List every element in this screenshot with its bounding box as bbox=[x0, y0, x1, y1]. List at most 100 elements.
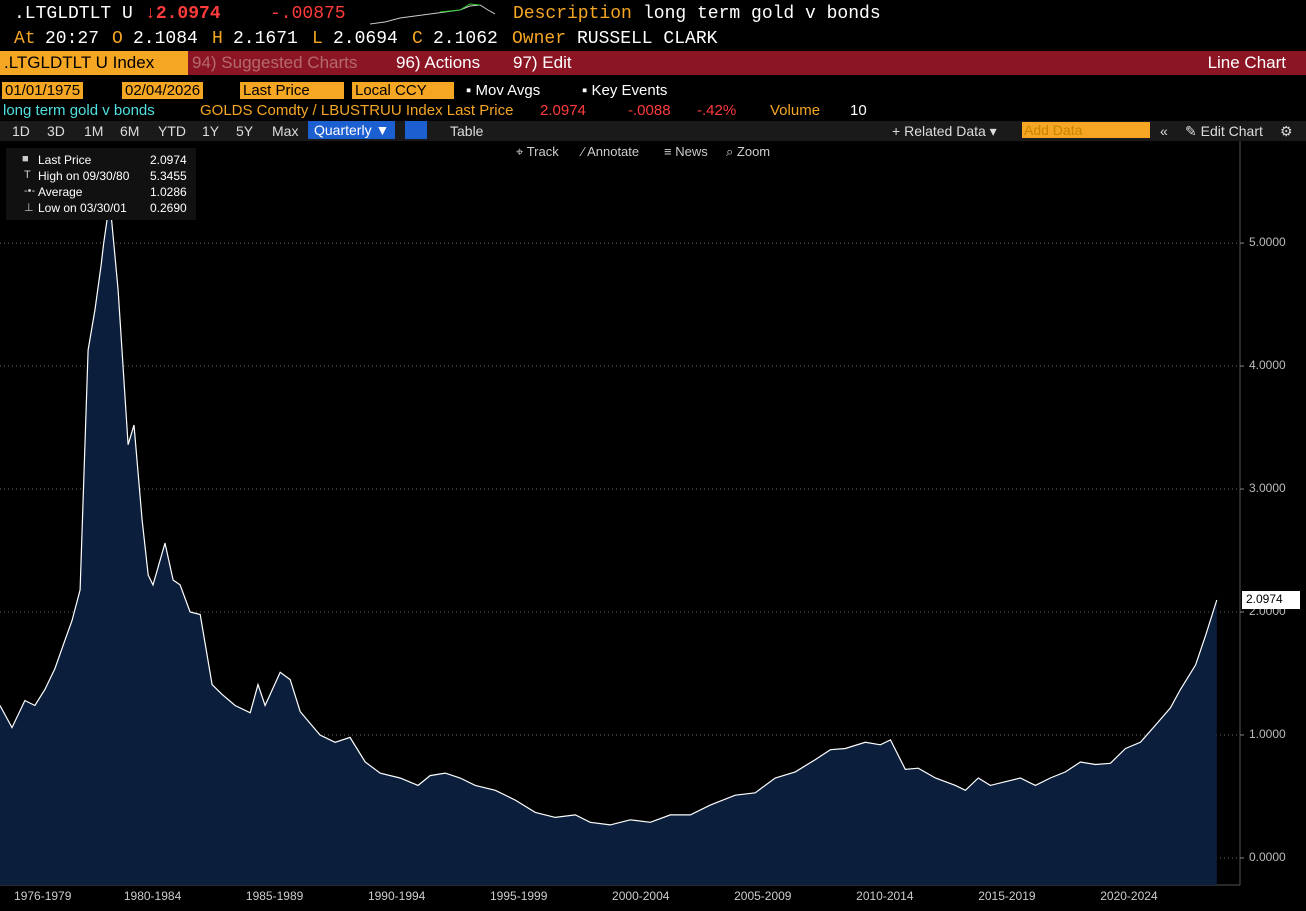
line-icon[interactable] bbox=[405, 121, 427, 139]
field-select[interactable]: Last Price bbox=[240, 82, 344, 99]
last-price: ↓2.0974 bbox=[145, 4, 221, 24]
menu-bar: .LTGLDTLT U Index 94) Suggested Charts 9… bbox=[0, 51, 1306, 75]
chart: 0.00001.00002.00003.00004.00005.00001976… bbox=[0, 141, 1300, 903]
legend-label: Average bbox=[38, 185, 83, 199]
period-button[interactable]: 5Y bbox=[236, 123, 254, 139]
last-price-value: 2.0974 bbox=[155, 4, 221, 24]
low: 2.0694 bbox=[333, 29, 398, 49]
last-price-tag-label: 2.0974 bbox=[1246, 592, 1283, 606]
mov-avgs-label: Mov Avgs bbox=[475, 82, 541, 99]
y-tick-label: 5.0000 bbox=[1249, 235, 1286, 249]
mov-avgs[interactable]: ▪ Mov Avgs bbox=[466, 82, 541, 99]
period-button[interactable]: YTD bbox=[158, 123, 186, 139]
info-change: -.0088 bbox=[628, 102, 671, 119]
owner: RUSSELL CLARK bbox=[577, 29, 718, 49]
table-button[interactable]: Table bbox=[450, 123, 484, 139]
related-data[interactable]: + Related Data ▾ bbox=[892, 123, 997, 139]
legend-label: Last Price bbox=[38, 153, 92, 167]
series-name: long term gold v bonds bbox=[3, 102, 155, 119]
legend-box bbox=[6, 148, 196, 220]
tool-button[interactable]: ⌖ Track bbox=[516, 144, 559, 159]
x-tick-label: 1995-1999 bbox=[490, 889, 548, 903]
desc-label: Description bbox=[513, 4, 632, 24]
period-button[interactable]: Max bbox=[272, 123, 299, 139]
info-pct: -.42% bbox=[697, 102, 737, 119]
legend-value: 5.3455 bbox=[150, 169, 187, 183]
y-tick-label: 3.0000 bbox=[1249, 481, 1286, 495]
x-tick-label: 2000-2004 bbox=[612, 889, 670, 903]
legend-symbol: ⊥ bbox=[24, 202, 34, 214]
close: 2.1062 bbox=[433, 29, 498, 49]
y-tick-label: 4.0000 bbox=[1249, 358, 1286, 372]
suggested-menu[interactable]: 94) Suggested Charts bbox=[192, 53, 358, 72]
edit-chart[interactable]: ✎ Edit Chart bbox=[1185, 123, 1263, 139]
legend-symbol: -•- bbox=[24, 185, 36, 197]
sparkline bbox=[370, 3, 495, 25]
line bbox=[0, 200, 1218, 826]
period-button[interactable]: 1M bbox=[84, 123, 104, 139]
series-expr: GOLDS Comdty / LBUSTRUU Index Last Price bbox=[200, 102, 514, 119]
key-events-label: Key Events bbox=[591, 82, 668, 99]
security-tab[interactable]: .LTGLDTLT U Index bbox=[0, 51, 188, 75]
legend-label: Low on 03/30/01 bbox=[38, 201, 127, 215]
tool-label: News bbox=[675, 144, 708, 159]
x-tick-label: 1990-1994 bbox=[368, 889, 426, 903]
y-tick-label: 1.0000 bbox=[1249, 727, 1286, 741]
info-last: 2.0974 bbox=[540, 102, 586, 119]
end-date[interactable]: 02/04/2026 bbox=[122, 82, 204, 99]
close-label: C bbox=[412, 29, 423, 49]
area bbox=[0, 200, 1217, 886]
open: 2.1084 bbox=[133, 29, 198, 49]
frequency-label: Quarterly bbox=[314, 122, 372, 138]
ccy-select[interactable]: Local CCY bbox=[352, 82, 454, 99]
time: 20:27 bbox=[45, 29, 100, 49]
related-label: Related Data bbox=[904, 123, 986, 139]
legend-symbol: T bbox=[24, 169, 31, 181]
volume: 10 bbox=[850, 102, 867, 119]
start-date[interactable]: 01/01/1975 bbox=[2, 82, 84, 99]
period-button[interactable]: 1D bbox=[12, 123, 30, 139]
tool-label: Track bbox=[526, 144, 559, 159]
tool-label: Annotate bbox=[587, 144, 640, 159]
at-label: At bbox=[14, 29, 36, 49]
key-events[interactable]: ▪ Key Events bbox=[582, 82, 668, 99]
legend-value: 0.2690 bbox=[150, 201, 187, 215]
collapse[interactable]: « bbox=[1160, 123, 1168, 139]
edit-chart-label: Edit Chart bbox=[1200, 123, 1263, 139]
ticker: .LTGLDTLT U bbox=[14, 4, 133, 24]
x-tick-label: 1976-1979 bbox=[14, 889, 72, 903]
legend-value: 1.0286 bbox=[150, 185, 187, 199]
settings[interactable]: ⚙ bbox=[1280, 123, 1293, 139]
legend-value: 2.0974 bbox=[150, 153, 187, 167]
volume-label: Volume bbox=[770, 102, 821, 119]
y-tick-label: 0.0000 bbox=[1249, 850, 1286, 864]
desc: long term gold v bonds bbox=[643, 4, 881, 24]
x-tick-label: 1985-1989 bbox=[246, 889, 304, 903]
period-button[interactable]: 3D bbox=[47, 123, 65, 139]
tool-button[interactable]: ≡ News bbox=[664, 144, 708, 159]
x-tick-label: 2010-2014 bbox=[856, 889, 914, 903]
x-tick-label: 2015-2019 bbox=[978, 889, 1036, 903]
legend-symbol: ■ bbox=[22, 153, 29, 165]
last-price-tag bbox=[1242, 591, 1300, 610]
edit-menu[interactable]: 97) Edit bbox=[513, 53, 572, 72]
tool-button[interactable]: ⌕ Zoom bbox=[726, 144, 771, 159]
high: 2.1671 bbox=[233, 29, 298, 49]
period-button[interactable]: 6M bbox=[120, 123, 140, 139]
change: -.00875 bbox=[270, 4, 346, 24]
high-label: H bbox=[212, 29, 223, 49]
x-tick-label: 1980-1984 bbox=[124, 889, 182, 903]
chart-kind[interactable]: Line Chart bbox=[1207, 53, 1286, 72]
add-data[interactable]: Add Data bbox=[1022, 122, 1150, 138]
x-tick-label: 2020-2024 bbox=[1100, 889, 1158, 903]
owner-label: Owner bbox=[512, 29, 567, 49]
tool-button[interactable]: ∕ Annotate bbox=[582, 144, 640, 159]
frequency[interactable]: Quarterly ▼ bbox=[308, 121, 396, 139]
period-button[interactable]: 1Y bbox=[202, 123, 220, 139]
legend-label: High on 09/30/80 bbox=[38, 169, 130, 183]
actions-menu[interactable]: 96) Actions bbox=[396, 53, 481, 72]
low-label: L bbox=[312, 29, 323, 49]
open-label: O bbox=[112, 29, 123, 49]
tool-label: Zoom bbox=[736, 144, 771, 159]
